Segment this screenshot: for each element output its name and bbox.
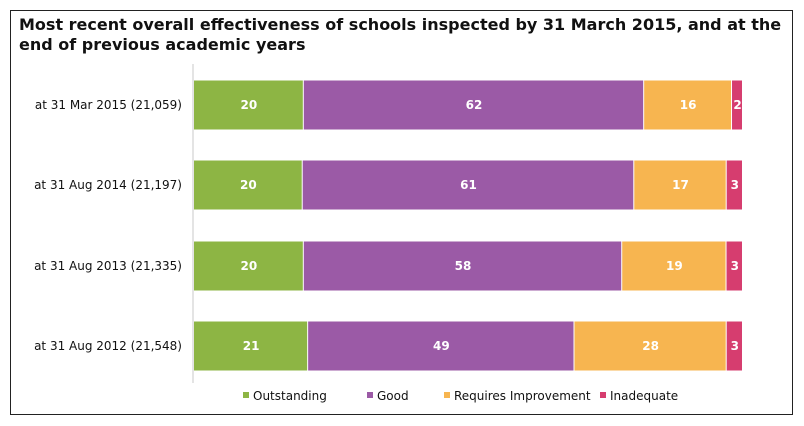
data-label: 3 xyxy=(731,339,739,353)
bar-segment xyxy=(726,160,742,210)
bar-segment xyxy=(732,80,742,130)
legend-label: Good xyxy=(377,389,409,403)
data-label: 58 xyxy=(455,259,472,273)
data-label: 3 xyxy=(731,259,739,273)
bar-segment xyxy=(622,241,726,291)
data-label: 21 xyxy=(243,339,260,353)
bar-segment xyxy=(194,160,302,210)
bar-segment xyxy=(194,80,303,130)
bar-segment xyxy=(308,321,574,371)
data-label: 19 xyxy=(666,259,683,273)
bar-segment xyxy=(574,321,726,371)
chart-title: Most recent overall effectiveness of sch… xyxy=(19,15,782,54)
legend-label: Requires Improvement xyxy=(454,389,591,403)
data-label: 16 xyxy=(680,98,697,112)
legend-label: Inadequate xyxy=(610,389,678,403)
category-label: at 31 Aug 2013 (21,335) xyxy=(34,259,182,273)
bar-segment xyxy=(194,241,303,291)
bar-segment xyxy=(302,160,634,210)
legend-swatch xyxy=(367,392,373,398)
data-label: 2 xyxy=(733,98,741,112)
data-label: 20 xyxy=(241,259,258,273)
bar-segment xyxy=(194,321,308,371)
data-label: 62 xyxy=(466,98,483,112)
data-label: 20 xyxy=(241,98,258,112)
bar-segment xyxy=(644,80,732,130)
bar-segment xyxy=(726,321,742,371)
data-label: 61 xyxy=(460,178,477,192)
legend-label: Outstanding xyxy=(253,389,327,403)
bar-segment xyxy=(303,80,644,130)
bar-segment xyxy=(634,160,726,210)
bar-segment xyxy=(303,241,622,291)
legend-swatch xyxy=(600,392,606,398)
legend-swatch xyxy=(243,392,249,398)
legend-swatch xyxy=(444,392,450,398)
data-label: 3 xyxy=(731,178,739,192)
category-label: at 31 Aug 2014 (21,197) xyxy=(34,178,182,192)
data-label: 49 xyxy=(433,339,450,353)
bar-segment xyxy=(726,241,742,291)
data-label: 20 xyxy=(240,178,257,192)
data-label: 17 xyxy=(672,178,689,192)
category-label: at 31 Aug 2012 (21,548) xyxy=(34,339,182,353)
category-label: at 31 Mar 2015 (21,059) xyxy=(35,98,182,112)
data-label: 28 xyxy=(642,339,659,353)
